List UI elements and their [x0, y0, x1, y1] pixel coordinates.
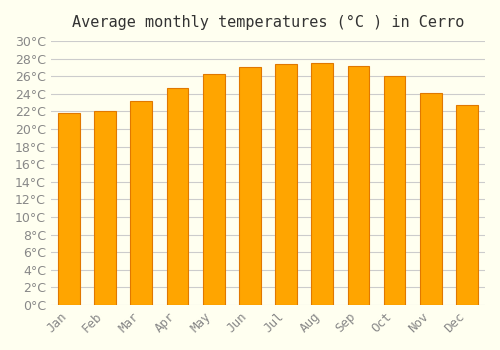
Bar: [348, 66, 369, 305]
Bar: [58, 113, 80, 305]
Bar: [166, 89, 188, 305]
Bar: [384, 76, 406, 305]
Title: Average monthly temperatures (°C ) in Cerro: Average monthly temperatures (°C ) in Ce…: [72, 15, 464, 30]
Bar: [420, 93, 442, 305]
Bar: [203, 74, 224, 305]
Bar: [312, 63, 333, 305]
Bar: [239, 67, 260, 305]
Bar: [130, 101, 152, 305]
Bar: [275, 64, 297, 305]
Bar: [456, 105, 478, 305]
Bar: [94, 111, 116, 305]
